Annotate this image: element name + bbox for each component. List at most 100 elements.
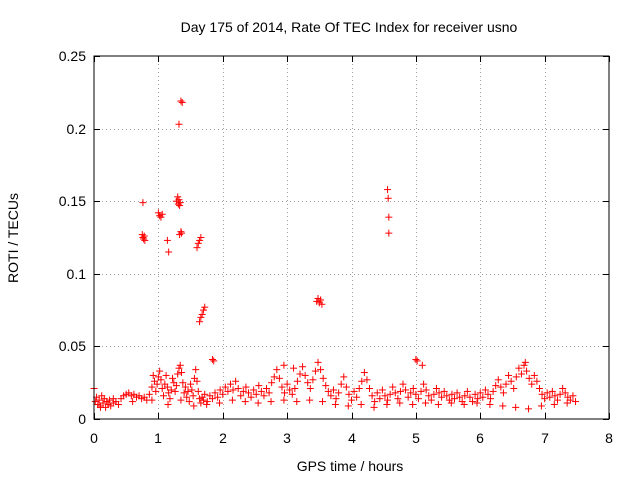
data-point (181, 383, 189, 391)
data-point (481, 386, 489, 394)
data-point (163, 383, 171, 391)
data-point (184, 387, 192, 395)
data-point (487, 395, 495, 403)
data-point (340, 373, 348, 381)
y-tick-label: 0 (78, 411, 86, 427)
data-point (384, 396, 392, 404)
data-point (371, 398, 379, 406)
data-point (193, 377, 201, 385)
data-point (407, 389, 415, 397)
data-point (427, 396, 435, 404)
data-point (254, 399, 262, 407)
data-point (177, 228, 185, 236)
data-point (556, 390, 564, 398)
data-point (543, 389, 551, 397)
data-point (554, 396, 561, 404)
data-point (96, 403, 104, 411)
data-point (469, 398, 477, 406)
data-point (479, 393, 487, 401)
data-point (280, 361, 288, 369)
data-point (357, 400, 365, 408)
data-point (194, 239, 202, 247)
data-point (241, 398, 249, 406)
data-point (141, 236, 149, 244)
data-point (299, 363, 307, 371)
data-point (404, 393, 412, 401)
data-point (208, 395, 216, 403)
data-point (263, 385, 271, 393)
data-point (443, 392, 451, 400)
data-point (283, 380, 291, 388)
data-point (314, 358, 322, 366)
data-point (376, 395, 384, 403)
data-point (273, 366, 281, 374)
data-point (422, 399, 430, 407)
data-point (563, 399, 571, 407)
data-point (105, 396, 113, 404)
data-point (451, 395, 458, 403)
data-point (414, 395, 422, 403)
data-point (358, 377, 366, 385)
data-point (99, 399, 107, 407)
y-tick-label: 0.25 (59, 48, 86, 64)
data-point (525, 374, 533, 382)
data-point (148, 396, 156, 404)
data-point (373, 389, 381, 397)
data-point (484, 390, 492, 398)
data-point (394, 395, 402, 403)
data-point (306, 385, 314, 393)
data-point (177, 396, 185, 404)
data-point (176, 361, 184, 369)
data-point (337, 380, 345, 388)
data-point (309, 376, 317, 384)
data-point (265, 389, 273, 397)
data-point (327, 392, 335, 400)
data-point (293, 398, 301, 406)
data-point (384, 186, 392, 194)
data-point (301, 371, 309, 379)
data-point (232, 377, 240, 385)
data-point (196, 318, 204, 326)
x-tick-label: 6 (476, 430, 484, 446)
data-point (422, 386, 430, 394)
data-point (185, 398, 193, 406)
grid-lines (94, 56, 609, 419)
data-point (512, 403, 520, 411)
data-point (167, 386, 175, 394)
data-point (109, 395, 117, 403)
data-point (425, 392, 433, 400)
data-point (378, 386, 386, 394)
data-point (114, 400, 122, 408)
data-point (194, 387, 202, 395)
data-point (412, 355, 420, 363)
data-point (318, 300, 326, 308)
data-point (257, 387, 265, 395)
data-point (296, 370, 304, 378)
data-point (280, 396, 288, 404)
data-point (180, 389, 188, 397)
data-point (550, 400, 558, 408)
data-point (171, 387, 179, 395)
y-tick-label: 0.15 (59, 193, 86, 209)
data-point (559, 385, 567, 393)
data-point (409, 385, 417, 393)
data-point (153, 380, 161, 388)
x-tick-label: 0 (90, 430, 98, 446)
data-point (474, 395, 482, 403)
data-point (447, 399, 455, 407)
data-point (368, 392, 376, 400)
data-point (492, 382, 500, 390)
data-point (566, 396, 574, 404)
data-point (158, 385, 166, 393)
data-point (432, 385, 440, 393)
data-point (463, 387, 471, 395)
data-point (190, 402, 198, 410)
data-point (306, 396, 314, 404)
data-point (363, 376, 371, 384)
data-point (541, 395, 549, 403)
data-point (174, 370, 182, 378)
x-tick-label: 8 (605, 430, 613, 446)
data-point (216, 399, 224, 407)
data-point (189, 392, 197, 400)
